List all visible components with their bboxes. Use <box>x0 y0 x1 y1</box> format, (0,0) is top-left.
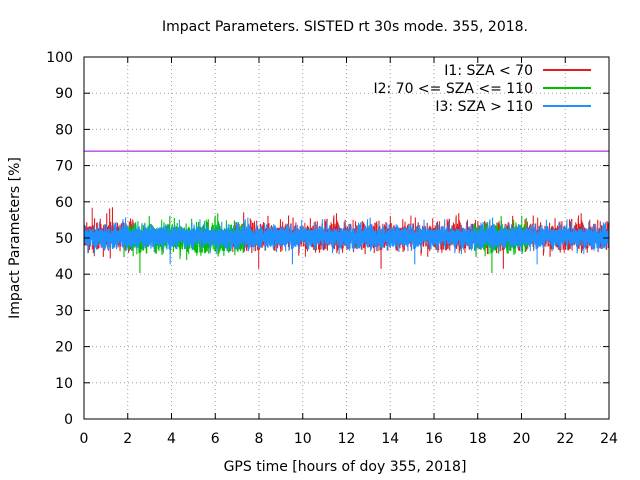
x-tick-label: 22 <box>556 431 574 447</box>
x-tick-label: 4 <box>167 431 176 447</box>
chart-title: Impact Parameters. SISTED rt 30s mode. 3… <box>162 19 528 35</box>
y-tick-label: 0 <box>64 412 73 428</box>
x-tick-label: 20 <box>513 431 531 447</box>
y-axis-label: Impact Parameters [%] <box>7 157 23 319</box>
legend-label: I2: 70 <= SZA <= 110 <box>373 81 533 97</box>
x-tick-label: 2 <box>123 431 132 447</box>
x-tick-label: 6 <box>211 431 220 447</box>
x-tick-label: 14 <box>381 431 399 447</box>
y-tick-label: 40 <box>55 267 73 283</box>
legend: I1: SZA < 70 I2: 70 <= SZA <= 110 I3: SZA … <box>373 63 591 115</box>
y-tick-label: 100 <box>46 50 73 66</box>
y-tick-label: 30 <box>55 303 73 319</box>
x-tick-label: 24 <box>600 431 618 447</box>
x-axis-label: GPS time [hours of doy 355, 2018] <box>224 459 467 475</box>
y-tick-label: 50 <box>55 231 73 247</box>
y-tick-label: 70 <box>55 159 73 175</box>
y-tick-label: 60 <box>55 195 73 211</box>
legend-label: I3: SZA > 110 <box>435 99 533 115</box>
x-tick-label: 12 <box>338 431 356 447</box>
x-tick-label: 10 <box>294 431 312 447</box>
y-tick-label: 80 <box>55 122 73 138</box>
x-tick-label: 18 <box>469 431 487 447</box>
x-tick-label: 8 <box>255 431 264 447</box>
y-tick-label: 20 <box>55 340 73 356</box>
plot-frame <box>83 56 610 420</box>
series-layer <box>83 207 610 273</box>
x-tick-label: 16 <box>425 431 443 447</box>
y-tick-label: 90 <box>55 86 73 102</box>
x-tick-label: 0 <box>80 431 89 447</box>
legend-label: I1: SZA < 70 <box>444 63 533 79</box>
y-tick-label: 10 <box>55 376 73 392</box>
